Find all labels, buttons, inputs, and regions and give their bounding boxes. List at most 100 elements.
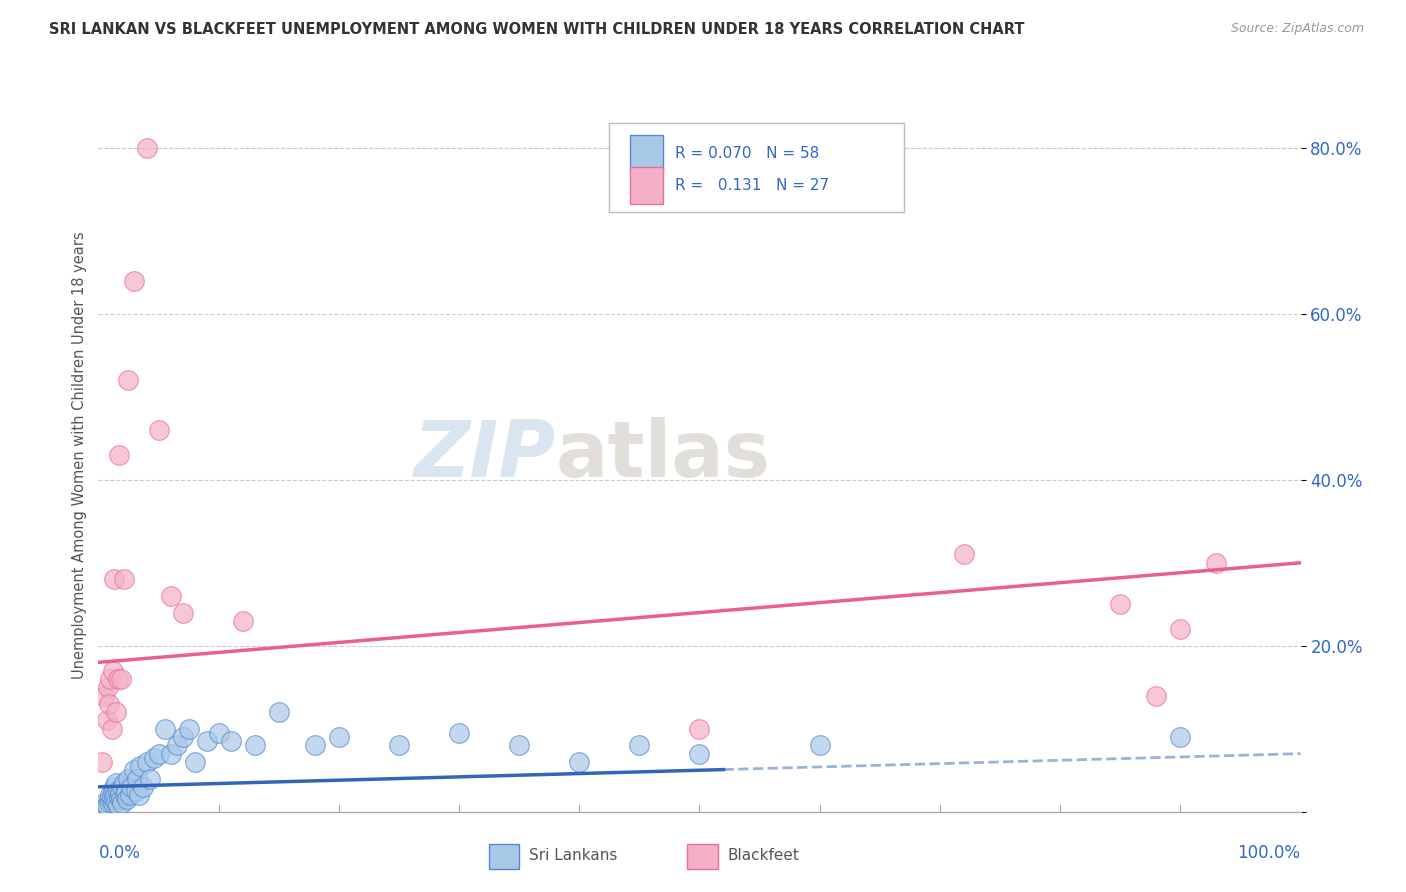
Point [101,784,124,798]
Point [1170,730,1192,744]
Point [125,772,148,786]
Point [124,274,146,288]
Point [115,784,138,798]
FancyBboxPatch shape [630,167,664,203]
Text: R = 0.070   N = 58: R = 0.070 N = 58 [675,146,820,161]
Point [100,789,122,804]
Point [101,664,124,678]
Point [112,573,135,587]
Point [953,548,976,562]
FancyBboxPatch shape [489,844,519,869]
Point [117,772,139,786]
Point [117,792,139,806]
Point [328,730,350,744]
Point [148,423,170,437]
Point [103,780,125,794]
Point [232,614,254,628]
Point [508,739,530,753]
Point [108,789,131,804]
Point [159,747,181,761]
Point [97,680,120,694]
Point [177,722,200,736]
FancyBboxPatch shape [688,844,717,869]
Point [1144,689,1167,703]
Point [120,780,142,794]
Point [100,788,122,802]
Point [108,448,131,462]
Point [135,755,157,769]
Point [808,739,831,753]
Point [117,373,139,387]
Point [104,788,127,802]
Point [172,730,194,744]
Point [148,747,170,761]
Point [98,697,121,711]
Point [114,788,136,802]
Point [128,788,150,802]
Point [112,775,135,789]
Point [139,772,162,786]
Point [304,739,326,753]
Text: SRI LANKAN VS BLACKFEET UNEMPLOYMENT AMONG WOMEN WITH CHILDREN UNDER 18 YEARS CO: SRI LANKAN VS BLACKFEET UNEMPLOYMENT AMO… [49,22,1025,37]
Point [135,141,157,155]
Point [110,792,132,806]
Point [568,755,591,769]
Point [129,759,152,773]
Text: Source: ZipAtlas.com: Source: ZipAtlas.com [1230,22,1364,36]
Point [107,798,129,813]
Point [100,722,122,736]
Text: 0.0%: 0.0% [98,844,141,862]
Point [219,734,242,748]
FancyBboxPatch shape [609,123,904,212]
Point [98,795,121,809]
Point [111,780,134,794]
Point [105,705,128,719]
Text: ZIP: ZIP [413,417,555,493]
Point [688,722,710,736]
Point [628,739,651,753]
Point [447,726,470,740]
Y-axis label: Unemployment Among Women with Children Under 18 years: Unemployment Among Women with Children U… [72,231,87,679]
Point [388,739,411,753]
Point [172,606,194,620]
Point [91,755,114,769]
Text: 100.0%: 100.0% [1237,844,1301,862]
Point [93,689,115,703]
Point [103,792,125,806]
Point [1205,556,1227,570]
Point [195,734,218,748]
FancyBboxPatch shape [630,136,664,172]
Point [107,672,129,686]
Point [1109,597,1132,611]
Point [110,672,132,686]
Point [105,795,128,809]
Text: R =   0.131   N = 27: R = 0.131 N = 27 [675,178,830,193]
Text: Blackfeet: Blackfeet [727,848,799,863]
Text: atlas: atlas [555,417,770,493]
Point [100,672,122,686]
Point [96,714,118,728]
Point [93,797,115,811]
Point [243,739,266,753]
Point [111,797,134,811]
Point [208,726,231,740]
Point [142,751,165,765]
Point [132,780,155,794]
Point [96,798,118,813]
Point [183,755,205,769]
Point [124,763,146,777]
Point [101,797,124,811]
Point [1170,622,1192,636]
Point [267,705,290,719]
Point [105,775,128,789]
Point [103,573,125,587]
Point [688,747,710,761]
Point [153,722,176,736]
Text: Sri Lankans: Sri Lankans [529,848,617,863]
Point [118,788,141,802]
Point [100,792,122,806]
Point [108,787,131,801]
Point [166,739,188,753]
Point [125,784,148,798]
Point [159,589,181,603]
